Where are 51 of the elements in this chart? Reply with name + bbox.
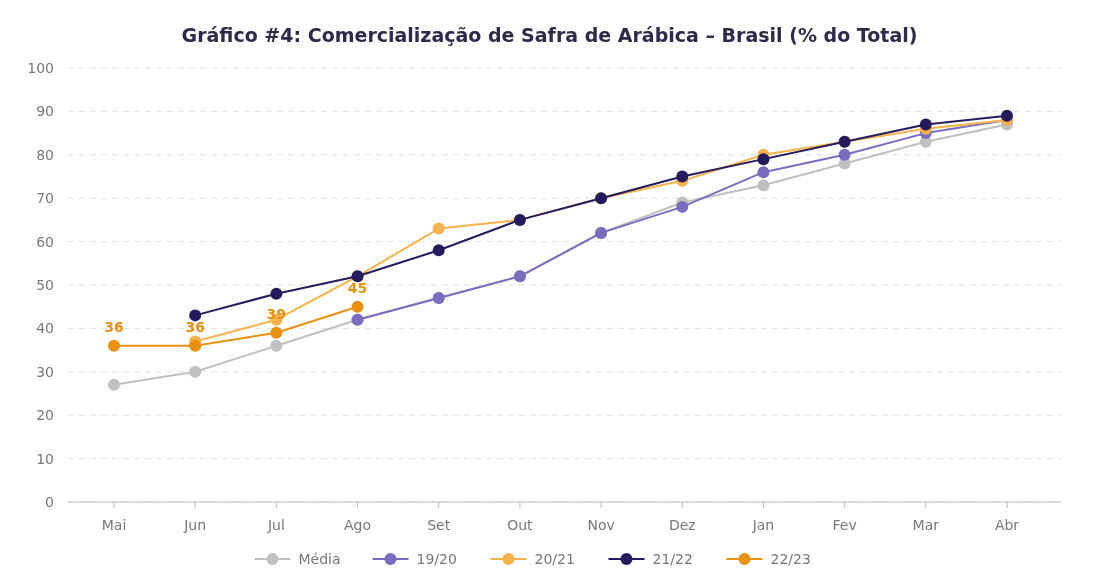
y-tick-label: 20 — [36, 407, 54, 424]
x-tick-label: Abr — [994, 517, 1020, 533]
point — [270, 287, 283, 300]
x-tick-label: Jan — [751, 517, 775, 533]
point — [189, 339, 202, 352]
point — [919, 118, 932, 131]
legend-label: 22/23 — [770, 550, 811, 567]
point — [838, 148, 851, 161]
point — [270, 326, 283, 339]
point — [757, 153, 770, 166]
x-tick-label: Mai — [101, 517, 127, 533]
point — [108, 339, 120, 352]
point — [676, 170, 689, 183]
y-tick-label: 100 — [27, 59, 54, 76]
x-tick-label: Mar — [912, 517, 940, 533]
data-label: 45 — [347, 279, 368, 296]
point — [432, 244, 445, 257]
x-tick-label: Jul — [266, 517, 285, 533]
y-tick-label: 30 — [36, 363, 54, 380]
x-tick-label: Jun — [183, 517, 207, 533]
legend-label: 21/22 — [652, 550, 693, 567]
y-tick-label: 90 — [36, 103, 54, 120]
data-label: 36 — [104, 318, 124, 335]
x-tick-label: Out — [507, 517, 534, 533]
y-tick-label: 10 — [36, 450, 54, 467]
y-tick-label: 40 — [36, 320, 54, 337]
point — [757, 166, 770, 179]
point — [270, 339, 283, 352]
point — [1001, 109, 1013, 122]
x-tick-label: Nov — [587, 517, 615, 533]
x-tick-label: Dez — [668, 517, 696, 533]
legend-label: 20/21 — [534, 550, 575, 567]
x-tick-label: Set — [427, 517, 451, 533]
data-label: 36 — [185, 318, 205, 335]
y-tick-label: 70 — [36, 190, 54, 207]
point — [189, 365, 202, 378]
y-tick-label: 0 — [45, 493, 54, 510]
y-tick-label: 50 — [36, 276, 54, 293]
point — [757, 179, 770, 192]
point — [432, 222, 445, 235]
x-tick-label: Fev — [832, 517, 857, 533]
point — [351, 300, 364, 313]
y-tick-label: 80 — [36, 146, 54, 163]
y-tick-label: 60 — [36, 233, 54, 250]
point — [108, 378, 120, 391]
chart-title: Gráfico #4: Comercialização de Safra de Arábica – Brasil (% do Total) — [181, 24, 918, 46]
legend-label: Média — [298, 550, 341, 567]
legend-label: 19/20 — [416, 550, 457, 567]
point — [189, 309, 202, 322]
x-tick-label: Ago — [344, 517, 372, 533]
point — [676, 200, 689, 213]
